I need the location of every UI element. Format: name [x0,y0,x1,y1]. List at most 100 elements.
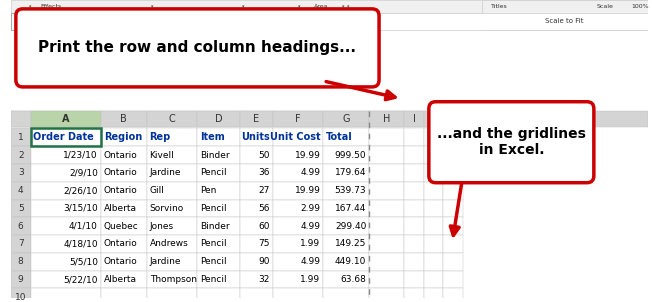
Bar [147,164,198,182]
Bar [241,128,273,146]
Text: Andrews: Andrews [149,239,188,249]
Bar [404,146,424,164]
Bar [11,288,31,302]
Bar [147,217,198,235]
Bar [241,288,273,302]
Bar [198,146,241,164]
Bar [443,146,463,164]
Text: ▾: ▾ [29,4,32,9]
Bar [11,111,647,127]
Bar [11,271,31,288]
Text: 3/15/10: 3/15/10 [63,204,98,213]
Bar [147,128,198,146]
Text: ▾: ▾ [342,4,344,9]
Bar [11,164,31,182]
Bar [147,235,198,253]
Bar [198,253,241,271]
Bar [198,182,241,200]
Bar [273,182,323,200]
Bar [241,200,273,217]
Bar [101,271,147,288]
Bar [323,253,369,271]
Bar [11,182,31,200]
Text: 2/9/10: 2/9/10 [69,168,98,177]
Text: 27: 27 [258,186,270,195]
Bar [323,182,369,200]
Bar [31,217,101,235]
Bar [323,217,369,235]
Bar [404,271,424,288]
Bar [369,217,404,235]
Bar [404,253,424,271]
Bar [101,182,147,200]
Bar [11,0,647,13]
Bar [241,111,273,127]
Text: Alberta: Alberta [104,204,137,213]
Bar [198,217,241,235]
Bar [11,217,31,235]
Text: Quebec: Quebec [104,222,138,231]
Text: Scale: Scale [597,4,614,9]
Bar [404,128,424,146]
Text: C: C [169,114,175,124]
Bar [101,235,147,253]
Bar [273,200,323,217]
Text: 6: 6 [18,222,23,231]
Text: Ontario: Ontario [104,239,138,249]
Text: 167.44: 167.44 [335,204,366,213]
Text: Thompson: Thompson [149,275,197,284]
Text: 56: 56 [258,204,270,213]
Text: K: K [450,114,456,124]
Bar [273,111,323,127]
Bar [273,235,323,253]
Text: 60: 60 [258,222,270,231]
Text: I: I [413,114,415,124]
Bar [11,128,31,146]
Bar [369,111,404,127]
Text: 10: 10 [15,293,27,302]
Text: Pencil: Pencil [200,239,227,249]
Bar [241,164,273,182]
Bar [323,288,369,302]
FancyBboxPatch shape [429,102,594,183]
Bar [443,271,463,288]
Bar [443,182,463,200]
Bar [198,111,241,127]
Text: E: E [254,114,259,124]
Text: 1/23/10: 1/23/10 [63,151,98,159]
Bar [101,164,147,182]
Text: Jardine: Jardine [149,257,181,266]
Text: 999.50: 999.50 [334,151,366,159]
Text: A: A [62,114,69,124]
Bar [101,288,147,302]
Bar [443,164,463,182]
Bar [323,111,369,127]
Bar [443,128,463,146]
Bar [369,146,404,164]
Bar [424,288,443,302]
Bar [323,271,369,288]
Text: 2: 2 [18,151,23,159]
Bar [241,235,273,253]
Bar [147,146,198,164]
Text: 5: 5 [18,204,23,213]
Bar [404,111,424,127]
Text: 36: 36 [258,168,270,177]
Bar [241,217,273,235]
Text: 63.68: 63.68 [340,275,366,284]
Text: 4: 4 [18,186,23,195]
Bar [198,164,241,182]
Bar [424,182,443,200]
Bar [31,235,101,253]
Bar [11,235,31,253]
Text: 4/1/10: 4/1/10 [69,222,98,231]
Bar [198,200,241,217]
Text: Binder: Binder [200,151,230,159]
Bar [443,235,463,253]
Bar [31,200,101,217]
Text: Binder: Binder [200,222,230,231]
Text: D: D [215,114,223,124]
Bar [369,288,404,302]
Text: Ontario: Ontario [104,168,138,177]
Text: Pen: Pen [200,186,216,195]
